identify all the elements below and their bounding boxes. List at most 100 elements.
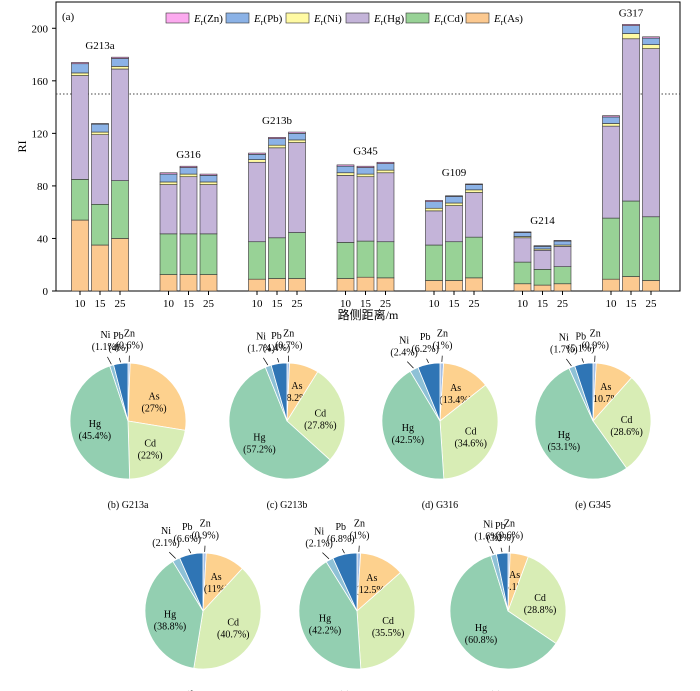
slice-percent: (1.6%)	[474, 531, 502, 542]
bar-segment-Cd	[71, 179, 89, 221]
slice-percent: (8.2%)	[283, 393, 311, 404]
leader-line	[118, 357, 121, 363]
pie-slice-Cd	[439, 384, 499, 480]
leader-line	[322, 552, 330, 560]
slice-percent: (1.1%)	[92, 342, 120, 353]
bar-segment-As	[553, 283, 572, 292]
pie-b-g213a: Zn(0.6%) As(27%) Cd(22%) Hg(45.4%) Ni(1.1%)P…	[69, 329, 187, 511]
legend-letter: E	[193, 13, 201, 25]
leader-line	[263, 357, 269, 366]
bar-segment-Ni	[159, 181, 178, 185]
bar-segment-Cd	[553, 266, 572, 285]
bar-segment-Ni	[622, 33, 640, 40]
legend-letter: E	[493, 13, 501, 25]
pie-e-g345: Zn(0.9%) As(10.7%) Cd(28.6%) Hg(53.1%) Ni(1.…	[534, 329, 652, 511]
bar-segment-Hg	[553, 246, 572, 267]
x-tick-label: 15	[449, 298, 461, 310]
slice-name: Pb	[182, 522, 193, 533]
bar-segment-Hg	[642, 48, 660, 218]
slice-name: Zn	[124, 329, 135, 340]
pie-slice-Pb	[113, 362, 129, 422]
bar-segment-Pb	[465, 184, 483, 191]
bar-segment-Cd	[91, 204, 109, 246]
slice-percent: (1%)	[432, 341, 452, 352]
group-label: G214	[530, 215, 555, 227]
slice-name: Ni	[256, 331, 266, 342]
slice-percent: (0.6%)	[116, 341, 144, 352]
bar-segment-Pb	[248, 154, 266, 160]
legend-sub: r	[501, 18, 504, 27]
slice-percent: (28.8%)	[524, 605, 557, 616]
bar-segment-As	[356, 276, 375, 292]
bar-segment-Zn	[465, 183, 483, 185]
bar-segment-Hg	[248, 161, 266, 243]
bar-segment-Hg	[445, 205, 463, 243]
bar-segment-Hg	[513, 237, 532, 263]
slice-percent: (0.7%)	[275, 341, 303, 352]
legend-swatch-Hg	[345, 12, 370, 24]
bar-segment-Pb	[268, 138, 286, 146]
legend-label-Ni: Er(Ni)	[313, 13, 342, 27]
bar-segment-Ni	[425, 207, 443, 212]
bar-segment-As	[111, 238, 129, 292]
bar-segment-Cd	[622, 200, 640, 277]
bar-segment-As	[425, 280, 443, 292]
slice-percent: (4.4%)	[263, 343, 291, 354]
bar-segment-Pb	[533, 246, 552, 250]
slice-name: As	[509, 570, 520, 581]
leader-line	[341, 548, 345, 554]
bar-segment-Hg	[199, 184, 218, 235]
bar-segment-Hg	[602, 125, 620, 219]
bar-segment-Hg	[376, 172, 395, 243]
bar-segment-Cd	[642, 216, 660, 281]
y-tick-label: 0	[43, 286, 49, 298]
bar-segment-As	[159, 274, 178, 292]
bar-segment-As	[642, 280, 660, 292]
pie-g-g214: Zn(1%) As(12.5%) Cd(35.5%) Hg(42.2%) Ni(2.1%…	[298, 519, 416, 691]
legend-sub: r	[381, 18, 384, 27]
slice-name: Pb	[420, 332, 431, 343]
bar-segment-As	[602, 278, 620, 292]
slice-name: Cd	[465, 427, 477, 438]
pie-slice-Hg	[69, 365, 131, 480]
slice-percent: (27.8%)	[304, 420, 337, 431]
bar-segment-Zn	[622, 24, 640, 26]
slice-percent: (27%)	[142, 404, 167, 415]
slice-name: Cd	[314, 408, 326, 419]
legend-letter: E	[433, 13, 441, 25]
slice-name: Hg	[89, 419, 101, 430]
slice-name: Pb	[271, 331, 282, 342]
slice-percent: (42.2%)	[309, 625, 342, 636]
slice-name: Pb	[576, 331, 587, 342]
bar-segment-Hg	[91, 134, 109, 205]
x-tick-label: 25	[292, 298, 304, 310]
bar-segment-Ni	[445, 202, 463, 206]
x-tick-label: 25	[557, 298, 569, 310]
slice-name: As	[450, 383, 461, 394]
legend-text: (Ni)	[323, 13, 342, 25]
slice-name: Hg	[475, 623, 487, 634]
legend-label-As: Er(As)	[493, 13, 523, 27]
x-tick-label: 15	[272, 298, 284, 310]
slice-percent: (6.8%)	[327, 534, 355, 545]
bar-segment-Zn	[111, 56, 129, 59]
slice-name: Ni	[399, 335, 409, 346]
pie-slice-Hg	[449, 555, 557, 670]
bar-segment-Cd	[159, 233, 178, 275]
bar-segment-Zn	[268, 137, 286, 139]
leader-line	[489, 546, 494, 554]
slice-percent: (60.8%)	[465, 635, 498, 646]
legend-sub: r	[201, 18, 204, 27]
slice-name: Pb	[495, 521, 506, 532]
slice-name: As	[211, 572, 222, 583]
leader-line	[277, 357, 280, 363]
slice-percent: (5.1%)	[567, 343, 595, 354]
slice-name: As	[148, 392, 159, 403]
slice-name: Ni	[483, 519, 493, 530]
group-label: G317	[619, 7, 644, 19]
bar-segment-As	[465, 277, 483, 292]
slice-percent: (34.6%)	[454, 439, 487, 450]
bar-segment-Hg	[268, 147, 286, 239]
y-tick-label: 40	[37, 233, 49, 245]
